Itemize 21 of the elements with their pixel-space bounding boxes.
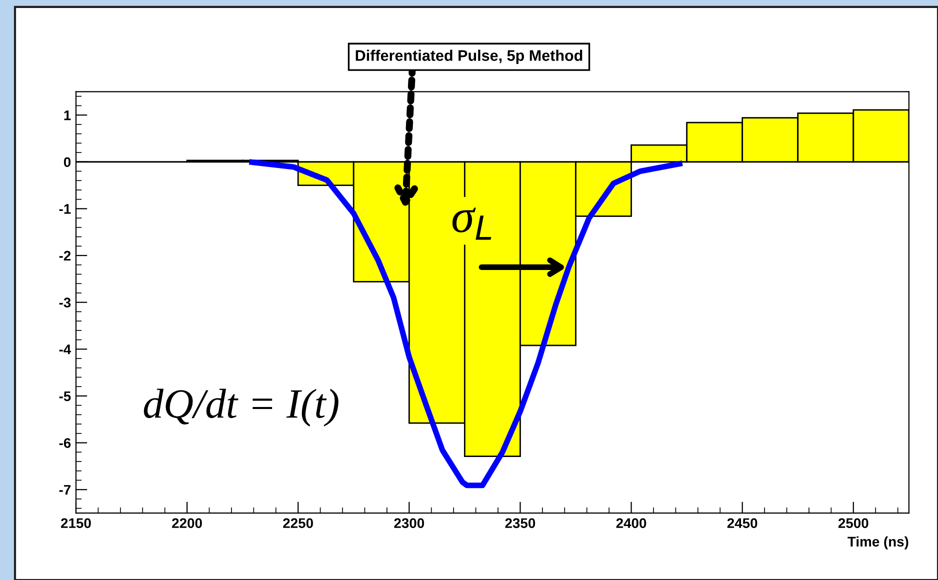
y-tick-label: -7 xyxy=(59,485,71,495)
annotation: dQ/dt = I(t) xyxy=(144,388,338,427)
x-tick-label: 2450 xyxy=(727,518,758,528)
x-tick-label: 2500 xyxy=(838,518,868,528)
annotation: σ$_{L}$ xyxy=(452,208,492,240)
x-tick-label: 2150 xyxy=(61,518,91,528)
x-tick-label: 2250 xyxy=(283,518,313,528)
y-tick-label: -3 xyxy=(59,298,71,308)
chart-title: Differentiated Pulse, 5p Method xyxy=(356,50,582,64)
y-tick-label: -6 xyxy=(59,438,71,448)
x-axis-title: Time (ns) xyxy=(848,536,908,550)
y-tick-label: -4 xyxy=(59,344,72,354)
y-tick-label: 1 xyxy=(64,110,71,120)
x-tick-label: 2400 xyxy=(616,518,646,528)
x-tick-label: 2350 xyxy=(505,518,536,528)
y-tick-label: -5 xyxy=(59,391,71,402)
y-tick-label: -2 xyxy=(59,250,71,261)
x-tick-label: 2300 xyxy=(394,518,424,528)
y-tick-label: -1 xyxy=(59,204,71,214)
y-tick-label: 0 xyxy=(64,157,71,168)
x-tick-label: 2200 xyxy=(172,518,202,528)
